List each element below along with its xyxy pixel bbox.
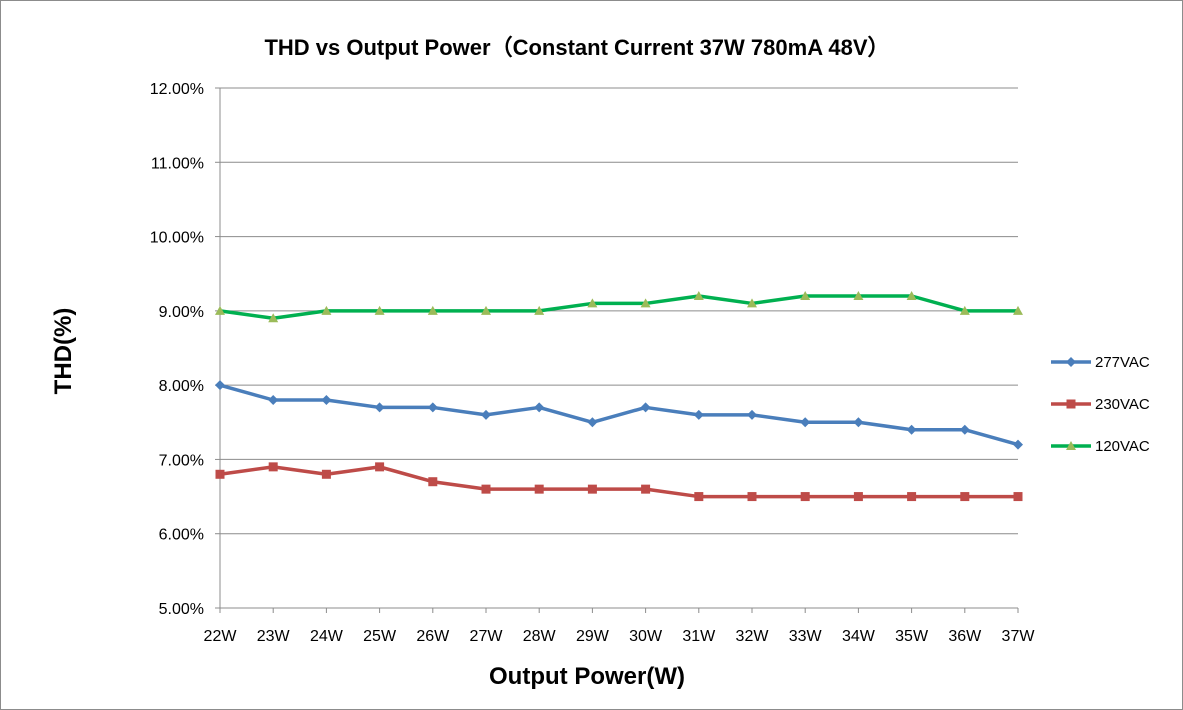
data-point (960, 492, 970, 502)
data-point (534, 402, 545, 413)
chart-title: THD vs Output Power（Constant Current 37W… (264, 35, 889, 60)
x-tick-label: 36W (948, 628, 982, 645)
series-line (219, 294, 1018, 321)
y-tick-label: 5.00% (159, 601, 204, 618)
y-tick-label: 6.00% (159, 527, 204, 544)
legend-item: 230VAC (1051, 396, 1150, 413)
legend-item: 277VAC (1051, 354, 1150, 371)
data-point (1013, 492, 1023, 502)
legend-item: 120VAC (1051, 438, 1150, 455)
data-point (693, 409, 704, 420)
series-line (219, 383, 1019, 447)
y-tick-label: 9.00% (159, 304, 204, 321)
legend-label: 230VAC (1095, 396, 1150, 413)
data-point (427, 402, 438, 413)
data-point (321, 395, 332, 405)
series-120VAC (215, 291, 1023, 323)
data-point (481, 305, 491, 315)
x-tick-label: 31W (682, 628, 716, 645)
series-lines (215, 291, 1023, 502)
data-point (906, 291, 917, 300)
x-tick-label: 33W (789, 628, 823, 645)
data-point (268, 395, 279, 405)
data-point (215, 469, 225, 479)
data-point (1013, 439, 1023, 450)
data-point (268, 462, 278, 472)
x-tick-label: 25W (363, 628, 397, 645)
y-tick-label: 10.00% (150, 230, 204, 247)
data-point (215, 305, 225, 315)
x-tick-label: 26W (416, 628, 450, 645)
x-tick-label: 37W (1002, 628, 1036, 645)
data-point (587, 298, 598, 308)
data-point (481, 409, 491, 420)
data-point (907, 492, 917, 502)
x-tick-label: 23W (257, 628, 291, 645)
data-point (321, 305, 332, 315)
data-point (374, 305, 385, 315)
data-point (641, 484, 651, 494)
legend-marker (1066, 399, 1076, 409)
x-tick-label: 27W (470, 628, 504, 645)
x-axis-title: Output Power(W) (489, 663, 685, 690)
x-tick-label: 28W (523, 628, 557, 645)
data-point (640, 402, 651, 413)
data-point (374, 402, 385, 413)
y-tick-label: 7.00% (159, 452, 204, 469)
data-point (427, 305, 438, 315)
data-point (587, 484, 597, 494)
x-tick-label: 22W (204, 628, 238, 645)
data-point (534, 484, 544, 494)
data-point (375, 462, 385, 472)
data-point (906, 424, 917, 435)
y-tick-label: 12.00% (150, 81, 204, 98)
data-point (747, 298, 757, 308)
legend-marker (1066, 357, 1076, 367)
x-tick-label: 29W (576, 628, 610, 645)
x-tick-label: 35W (895, 628, 929, 645)
data-point (800, 492, 810, 502)
data-point (481, 484, 491, 494)
series-230VAC (215, 462, 1023, 502)
y-tick-label: 8.00% (159, 378, 204, 395)
data-point (853, 492, 863, 502)
data-point (428, 477, 438, 487)
data-point (853, 291, 864, 300)
data-point (800, 417, 811, 428)
gridlines (220, 87, 1018, 609)
data-point (1013, 305, 1023, 315)
data-point (693, 291, 704, 300)
data-point (747, 409, 757, 420)
axes (215, 87, 1019, 613)
y-axis-title: THD(%) (50, 308, 77, 395)
data-point (747, 492, 757, 502)
data-point (587, 417, 598, 428)
data-point (640, 298, 651, 308)
data-point (800, 291, 811, 300)
y-tick-label: 11.00% (151, 155, 204, 172)
x-tick-label: 30W (629, 628, 663, 645)
legend-marker (1066, 441, 1076, 450)
y-tick-labels: 5.00% 6.00% 7.00% 8.00% 9.00% 10.00% 11.00% 12.… (150, 81, 204, 618)
series-277VAC (215, 380, 1023, 450)
data-point (215, 380, 225, 391)
data-point (959, 424, 970, 435)
x-tick-label: 32W (736, 628, 770, 645)
data-point (853, 417, 864, 428)
data-point (534, 305, 545, 315)
series-line (219, 465, 1018, 499)
legend: 277VAC 230VAC 120VAC (1051, 354, 1150, 455)
data-point (321, 469, 331, 479)
data-point (959, 305, 970, 315)
legend-label: 120VAC (1095, 438, 1150, 455)
legend-label: 277VAC (1095, 354, 1150, 371)
x-tick-label: 34W (842, 628, 876, 645)
x-tick-labels: 22W 23W 24W 25W 26W 27W 28W 29W 30W 31W 32W 33W 34W 3… (204, 628, 1036, 645)
data-point (694, 492, 704, 502)
data-point (268, 313, 279, 323)
x-tick-label: 24W (310, 628, 344, 645)
